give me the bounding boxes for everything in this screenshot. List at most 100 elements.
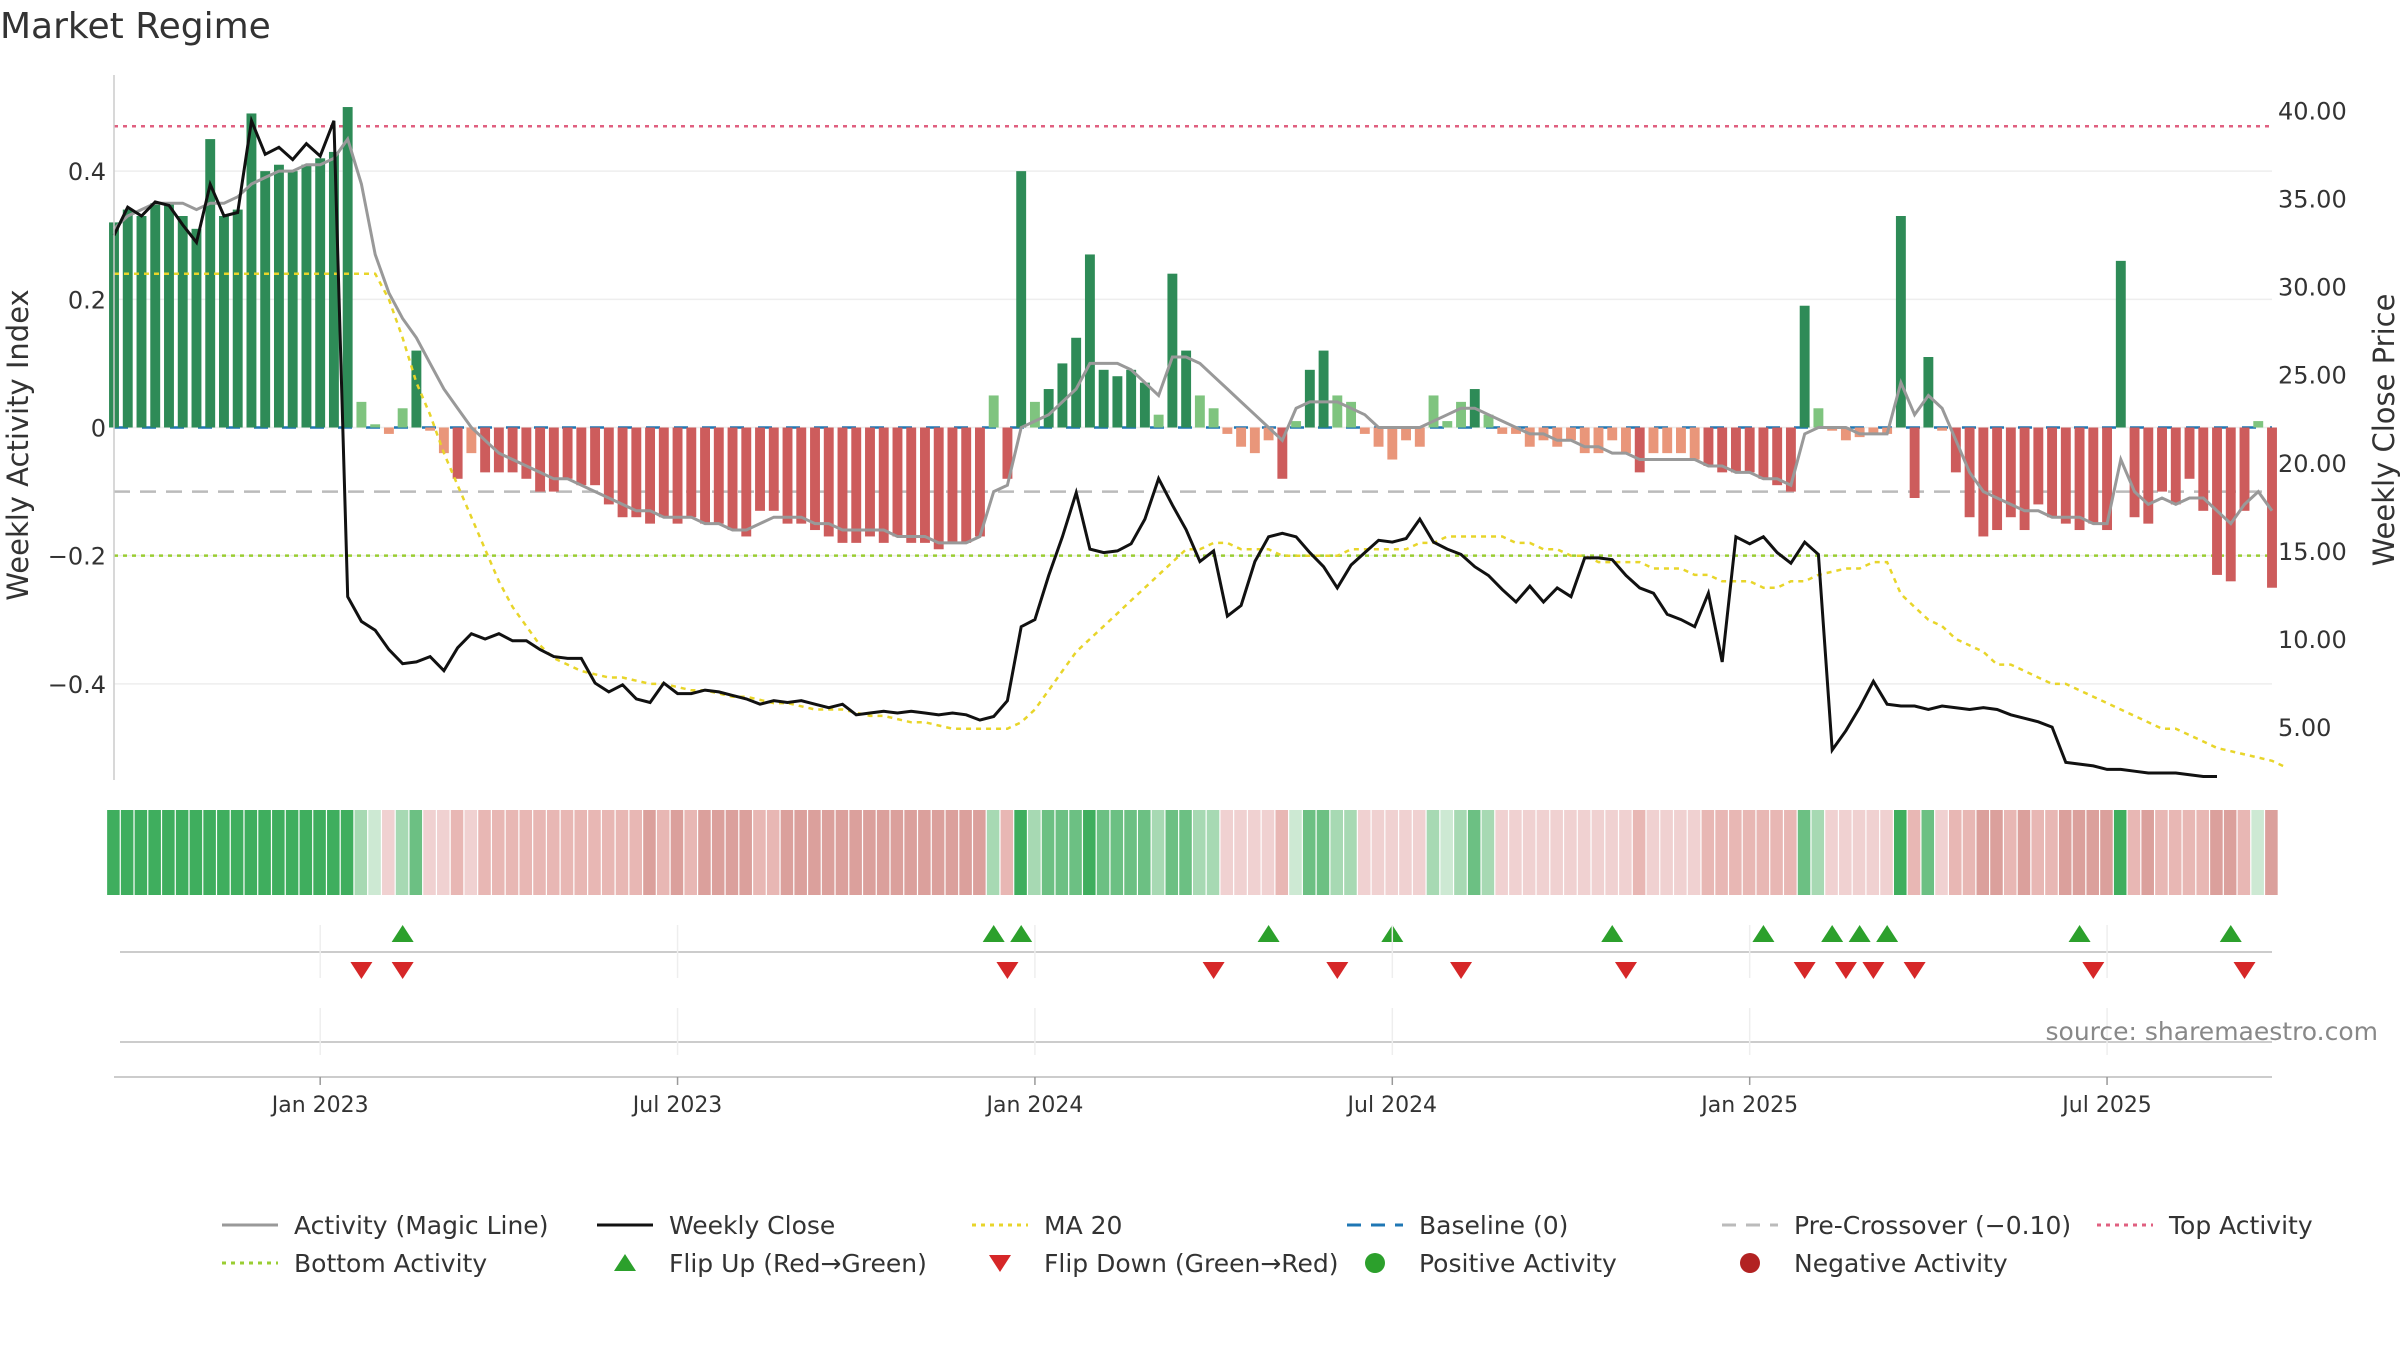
activity-bar [1112, 376, 1123, 428]
activity-bar [1511, 427, 1521, 434]
legend-symbol [1740, 1253, 1760, 1273]
activity-bar [1359, 427, 1370, 434]
activity-bar [342, 107, 353, 428]
activity-bar [1840, 427, 1851, 441]
regime-strip-cell [285, 810, 299, 895]
regime-strip-cell [959, 810, 972, 895]
activity-bar [122, 209, 133, 428]
regime-strip-cell [1206, 810, 1220, 895]
regime-strip-cell [725, 810, 739, 895]
activity-bar [603, 427, 614, 505]
regime-strip-cell [1880, 810, 1893, 895]
legend-symbol [614, 1254, 636, 1271]
activity-bar [837, 427, 848, 543]
activity-bar [631, 427, 642, 518]
activity-bar [2129, 427, 2140, 518]
activity-bar [232, 209, 243, 428]
regime-strip-cell [1083, 810, 1096, 895]
regime-strip-cell [423, 810, 436, 895]
regime-strip-cell [1399, 810, 1412, 895]
activity-bar [1909, 427, 1920, 498]
activity-bar [2005, 427, 2016, 518]
series-lines-layer [112, 115, 2287, 778]
regime-strip-cell [1467, 810, 1481, 895]
activity-bar [1662, 427, 1673, 454]
y-left-tick-label: 0.2 [68, 286, 106, 314]
regime-strip-cell [519, 810, 533, 895]
regime-strip-cell [931, 810, 945, 895]
regime-strip-cell [1715, 810, 1728, 895]
legend-item: Positive Activity [1345, 1246, 1617, 1280]
regime-strip-cell [546, 810, 560, 895]
activity-bar [878, 427, 889, 543]
x-tick-label: Jan 2023 [270, 1093, 369, 1118]
activity-bar [1332, 395, 1343, 428]
legend-symbol [597, 1223, 653, 1227]
activity-bar [1895, 216, 1906, 428]
x-tick-label: Jul 2024 [1346, 1093, 1438, 1118]
activity-bar [590, 427, 601, 486]
activity-bar [1291, 421, 1302, 428]
activity-bar [411, 350, 422, 428]
activity-bar [865, 427, 875, 537]
y-axis-right-label: Weekly Close Price [2367, 294, 2400, 567]
flip-down-marker [2082, 962, 2105, 979]
activity-bar [713, 427, 724, 524]
regime-strip-cell [656, 810, 670, 895]
flip-up-marker [1257, 925, 1280, 942]
ma20-line [114, 272, 2287, 769]
activity-bar [823, 427, 834, 537]
activity-bar [2239, 427, 2250, 511]
regime-strip-cell [1220, 810, 1234, 895]
regime-strip-cell [1055, 810, 1069, 895]
activity-bars-layer [109, 107, 2277, 588]
activity-bar [988, 395, 999, 428]
regime-strip-cell [1481, 810, 1495, 895]
regime-strip-cell [1495, 810, 1508, 895]
flip-down-marker [1450, 962, 1473, 979]
regime-strip-cell [1330, 810, 1343, 895]
regime-strip-cell [876, 810, 890, 895]
regime-strip-cell [1839, 810, 1852, 895]
regime-strip-cell [203, 810, 216, 895]
activity-bar [2102, 427, 2113, 531]
activity-bar [727, 427, 738, 531]
regime-strip-cell [780, 810, 794, 895]
activity-bar [246, 113, 257, 428]
regime-strip-cell [1784, 810, 1797, 895]
activity-bar [1923, 357, 1934, 428]
activity-bar [1346, 401, 1357, 428]
regime-strip-cell [574, 810, 588, 895]
regime-strip-cell [2141, 810, 2154, 895]
legend-label: Negative Activity [1794, 1248, 2008, 1278]
activity-bar [1208, 408, 1219, 428]
regime-strip-cell [1509, 810, 1522, 895]
regime-strip-cell [739, 810, 752, 895]
regime-strip-cell [1138, 810, 1151, 895]
y-right-tick-label: 40.00 [2278, 97, 2347, 125]
y-right-tick-label: 15.00 [2278, 538, 2347, 566]
regime-strip-cell [918, 810, 931, 895]
activity-bar [205, 139, 216, 428]
activity-bar [947, 427, 958, 543]
activity-bar [1456, 401, 1466, 428]
regime-strip-cell [1770, 810, 1783, 895]
regime-strip-cell [849, 810, 862, 895]
regime-strip-cell [162, 810, 175, 895]
regime-strip-cell [1522, 810, 1536, 895]
activity-bar [1428, 395, 1439, 428]
activity-bar [1607, 427, 1618, 441]
flip-down-marker [1202, 962, 1225, 979]
activity-bar [1098, 369, 1109, 428]
regime-strip-cell [1921, 810, 1935, 895]
activity-bar [1978, 427, 1989, 537]
activity-bar [1799, 305, 1810, 428]
activity-bar [1703, 427, 1714, 466]
regime-strip-cell [973, 810, 986, 895]
activity-bar [1167, 273, 1178, 428]
activity-bar [741, 427, 752, 537]
regime-strip-cell [2182, 810, 2196, 895]
flip-markers-layer [120, 925, 2272, 979]
flip-up-marker [1848, 925, 1871, 942]
